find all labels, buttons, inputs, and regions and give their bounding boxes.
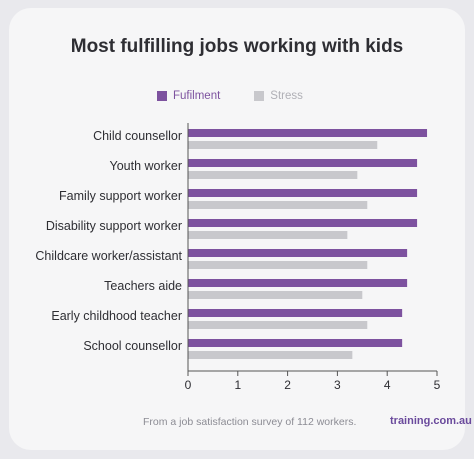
bar-fulfilment [188,339,403,347]
bar-fulfilment [188,219,418,227]
legend-item-stress: Stress [254,90,303,102]
bar-fulfilment [188,309,403,317]
bar-stress [188,171,358,179]
bar-fulfilment [188,279,408,287]
category-label: Childcare worker/assistant [35,249,182,263]
chart-card [9,8,465,450]
bar-stress [188,141,378,149]
chart-title: Most fulfilling jobs working with kids [70,36,404,57]
bar-stress [188,351,353,359]
bar-stress [188,261,368,269]
bar-stress [188,321,368,329]
legend-item-fulfilment: Fufilment [157,90,220,102]
bar-fulfilment [188,159,418,167]
legend-label-fulfilment: Fufilment [173,90,221,102]
category-label: Child counsellor [93,129,182,143]
bar-stress [188,231,348,239]
bar-stress [188,201,368,209]
x-tick-label: 3 [334,378,341,392]
legend-label-stress: Stress [270,90,303,102]
legend-swatch-fulfilment [157,91,167,101]
category-label: School counsellor [83,339,182,353]
legend-swatch-stress [254,91,265,101]
category-label: Youth worker [110,159,183,173]
bar-fulfilment [188,129,428,137]
x-tick-label: 4 [384,378,391,392]
bar-fulfilment [188,189,418,197]
footer-note: From a job satisfaction survey of 112 wo… [143,416,357,428]
category-label: Family support worker [59,189,182,203]
category-label: Disability support worker [46,219,182,233]
x-tick-label: 0 [185,378,192,392]
chart-legend: Fufilment Stress [157,90,303,102]
bar-stress [188,291,363,299]
x-tick-label: 2 [284,378,291,392]
x-tick-label: 1 [234,378,241,392]
category-label: Teachers aide [104,279,182,293]
x-tick-label: 5 [434,378,441,392]
category-label: Early childhood teacher [51,309,182,323]
bar-fulfilment [188,249,408,257]
brand-logo: training.com.au [390,415,472,427]
